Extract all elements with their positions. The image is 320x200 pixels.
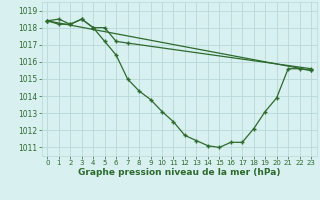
X-axis label: Graphe pression niveau de la mer (hPa): Graphe pression niveau de la mer (hPa) xyxy=(78,168,280,177)
